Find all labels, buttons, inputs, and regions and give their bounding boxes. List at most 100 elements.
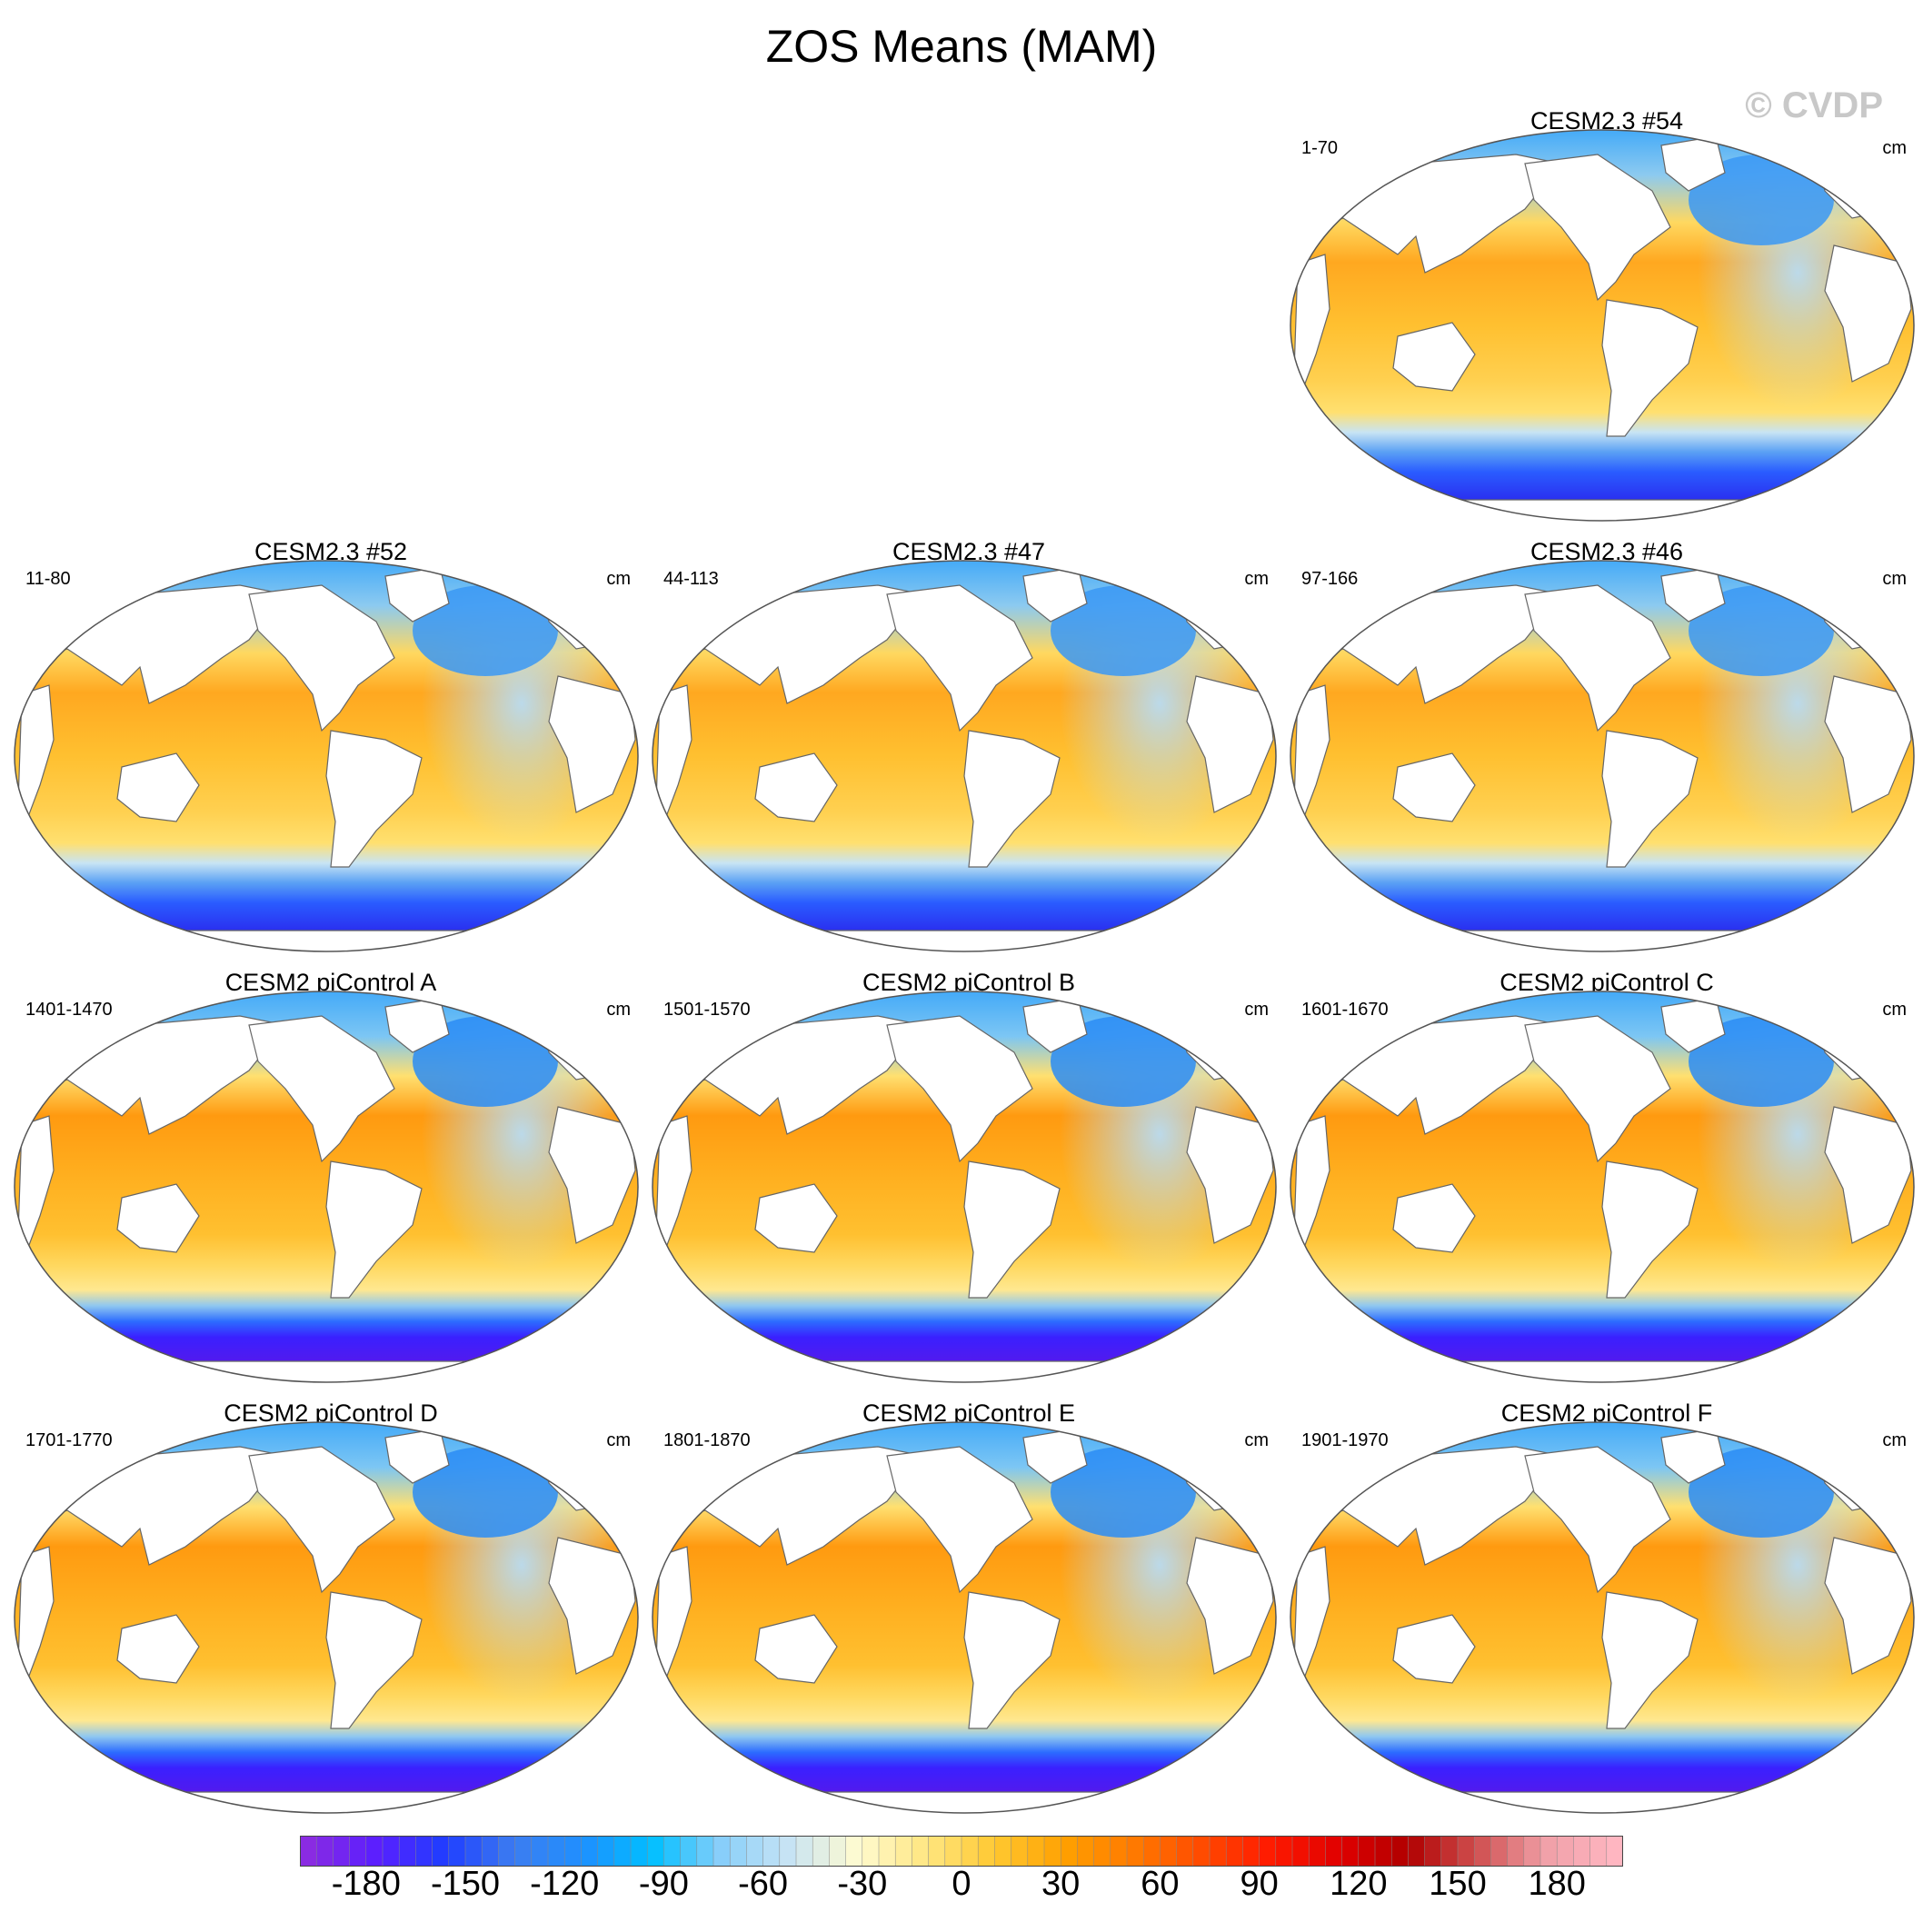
south-america-land xyxy=(1601,299,1699,437)
north-atlantic-region xyxy=(413,1016,558,1107)
colorbar-box xyxy=(1160,1836,1178,1867)
south-america-land xyxy=(963,730,1061,868)
colorbar-box xyxy=(1176,1836,1194,1867)
colorbar-box xyxy=(481,1836,500,1867)
north-atlantic-region xyxy=(1689,1016,1834,1107)
colorbar-box xyxy=(1606,1836,1623,1867)
map-border xyxy=(14,1421,639,1814)
colorbar-box xyxy=(1539,1836,1558,1867)
map-border xyxy=(1290,560,1915,952)
australia-land xyxy=(1392,322,1476,392)
south-america-land xyxy=(963,1591,1061,1729)
colorbar-box xyxy=(1457,1836,1475,1867)
map-border xyxy=(1290,991,1915,1383)
colorbar-box xyxy=(1110,1836,1128,1867)
colorbar-box xyxy=(994,1836,1012,1867)
antarctica-land xyxy=(15,1791,638,1813)
north-atlantic-region xyxy=(413,585,558,676)
colorbar-box xyxy=(1325,1836,1343,1867)
colorbar-box xyxy=(1358,1836,1376,1867)
colorbar-box xyxy=(746,1836,764,1867)
australia-land xyxy=(1392,752,1476,822)
south-america-land xyxy=(1601,1160,1699,1299)
colorbar-box xyxy=(944,1836,962,1867)
colorbar-box xyxy=(1259,1836,1277,1867)
colorbar-box xyxy=(1043,1836,1061,1867)
colorbar-box xyxy=(1060,1836,1079,1867)
australia-land xyxy=(1392,1183,1476,1253)
figure-title: ZOS Means (MAM) xyxy=(765,21,1158,72)
panel-period: 97-166 xyxy=(1301,569,1359,589)
colorbar-box xyxy=(1408,1836,1426,1867)
panel-period: 44-113 xyxy=(663,569,719,589)
south-america-land xyxy=(325,730,423,868)
colorbar-box xyxy=(1589,1836,1608,1867)
map-border xyxy=(14,560,639,952)
colorbar-box xyxy=(1242,1836,1260,1867)
colorbar-box xyxy=(1225,1836,1244,1867)
antarctica-land xyxy=(653,1360,1276,1382)
antarctica-land xyxy=(15,930,638,951)
colorbar-box xyxy=(464,1836,483,1867)
colorbar-box xyxy=(1341,1836,1360,1867)
colorbar-box xyxy=(1093,1836,1111,1867)
panel-period: 11-80 xyxy=(25,569,71,589)
panel-period: 1801-1870 xyxy=(663,1430,751,1450)
panel-units: cm xyxy=(606,1000,631,1020)
ocean-map xyxy=(652,560,1277,952)
colorbar-labels: -180 -150 -120 -90 -60 -30 0 30 60 90 120 150 180 xyxy=(0,1865,1923,1910)
australia-land xyxy=(1392,1614,1476,1684)
north-atlantic-region xyxy=(1051,585,1196,676)
colorbar-box xyxy=(961,1836,979,1867)
north-atlantic-region xyxy=(1689,1447,1834,1538)
north-atlantic-region xyxy=(1689,154,1834,245)
australia-land xyxy=(116,1183,200,1253)
cvdp-watermark: © CVDP xyxy=(1745,85,1883,125)
colorbar-box xyxy=(448,1836,466,1867)
colorbar-box xyxy=(928,1836,946,1867)
colorbar-box xyxy=(878,1836,896,1867)
colorbar-box xyxy=(845,1836,863,1867)
north-atlantic-region xyxy=(413,1447,558,1538)
colorbar-tick-label: 0 xyxy=(952,1865,971,1903)
colorbar-box xyxy=(349,1836,367,1867)
panel-period: 1-70 xyxy=(1301,138,1339,158)
colorbar-tick-label: 150 xyxy=(1429,1865,1487,1903)
colorbar-box xyxy=(1507,1836,1525,1867)
colorbar-border xyxy=(300,1836,1623,1867)
colorbar-tick-label: -90 xyxy=(638,1865,689,1903)
colorbar-tick-label: 60 xyxy=(1141,1865,1180,1903)
colorbar-box xyxy=(1556,1836,1575,1867)
colorbar-box xyxy=(382,1836,400,1867)
ocean-map xyxy=(1290,129,1915,522)
north-america-land xyxy=(248,1446,395,1594)
colorbar-box xyxy=(1573,1836,1591,1867)
panel-period: 1701-1770 xyxy=(25,1430,113,1450)
north-america-land xyxy=(248,584,395,732)
colorbar-box xyxy=(365,1836,384,1867)
colorbar-box xyxy=(729,1836,748,1867)
map-border xyxy=(14,991,639,1383)
antarctica-land xyxy=(653,1791,1276,1813)
map-border xyxy=(652,1421,1277,1814)
australia-land xyxy=(754,1614,838,1684)
colorbar-tick-label: -60 xyxy=(738,1865,789,1903)
colorbar-box xyxy=(1308,1836,1327,1867)
panel-units: cm xyxy=(1244,1000,1269,1020)
colorbar-box xyxy=(581,1836,599,1867)
colorbar-box xyxy=(498,1836,516,1867)
map-panel: CESM2 piControl F 1901-1970 cm xyxy=(1289,1399,1923,1827)
north-atlantic-region xyxy=(1051,1447,1196,1538)
colorbar-box xyxy=(912,1836,930,1867)
colorbar-box xyxy=(398,1836,417,1867)
colorbar-box xyxy=(1011,1836,1029,1867)
colorbar-box xyxy=(315,1836,334,1867)
map-panel: CESM2.3 #52 11-80 cm xyxy=(13,538,649,965)
ocean-map xyxy=(1290,1421,1915,1814)
map-border xyxy=(1290,1421,1915,1814)
antarctica-land xyxy=(1290,1791,1914,1813)
colorbar-box xyxy=(829,1836,847,1867)
colorbar-tick-label: -120 xyxy=(530,1865,600,1903)
antarctica-land xyxy=(1290,1360,1914,1382)
colorbar-box xyxy=(1473,1836,1492,1867)
